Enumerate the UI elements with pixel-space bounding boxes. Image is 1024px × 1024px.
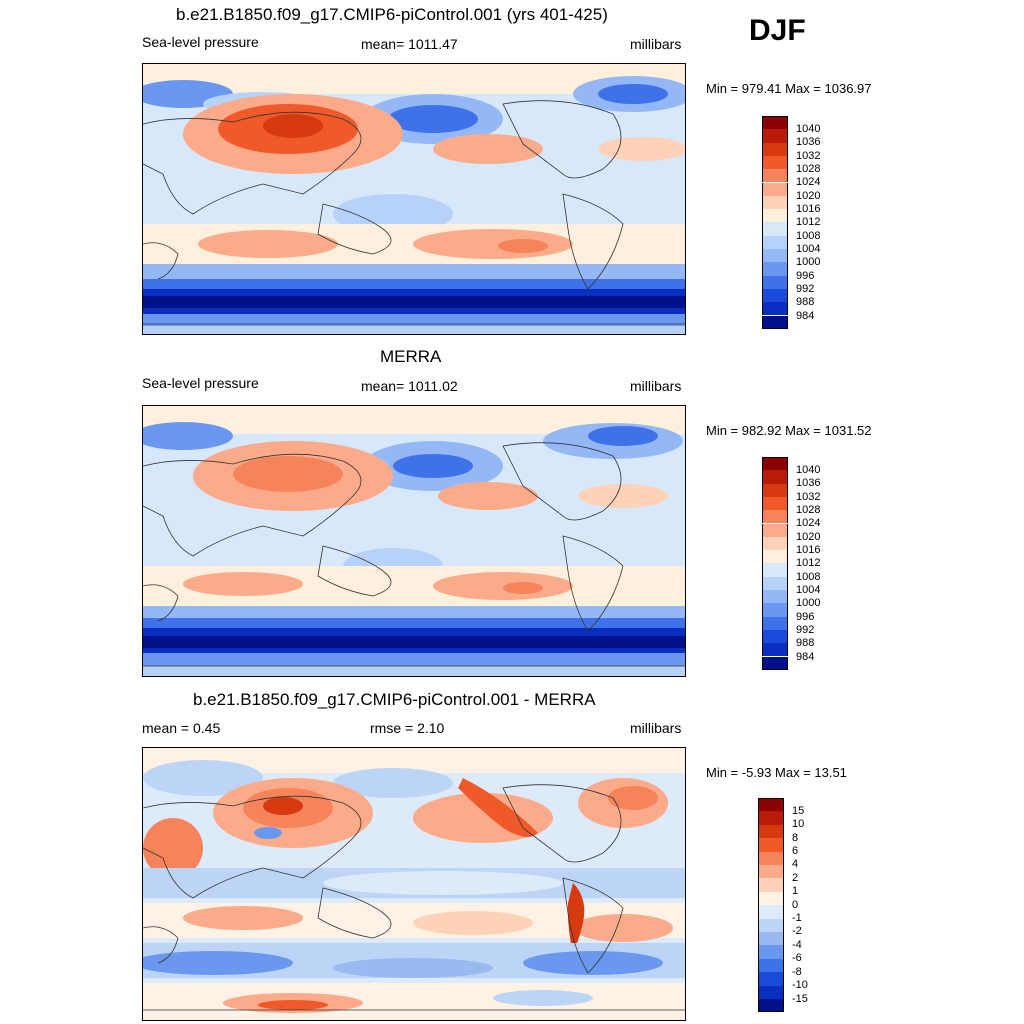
panel3-colorbar-label: 8 (792, 832, 799, 844)
panel2-colorbar-label: 988 (796, 637, 815, 649)
panel1-colorbar-label: 992 (796, 283, 815, 295)
panel3-colorbar-label: 10 (792, 818, 805, 830)
panel3-title: b.e21.B1850.f09_g17.CMIP6-piControl.001 … (193, 690, 596, 709)
panel1-colorbar-label: 1036 (796, 136, 821, 148)
panel1-map-svg (143, 64, 685, 334)
panel2-colorbar-label: 1028 (796, 504, 821, 516)
panel1-map (142, 63, 686, 335)
panel2-colorbar-label: 1016 (796, 544, 821, 556)
panel1-minmax: Min = 979.41 Max = 1036.97 (706, 81, 872, 96)
panel3-colorbar-label: 0 (792, 899, 799, 911)
panel1-colorbar-label: 1012 (796, 216, 821, 228)
panel3-minmax: Min = -5.93 Max = 13.51 (706, 765, 847, 780)
panel1-colorbar-label: 1024 (796, 176, 821, 188)
panel2-variable-label: Sea-level pressure (142, 375, 259, 391)
panel3-map (142, 747, 686, 1021)
panel2-colorbar-label: 996 (796, 611, 815, 623)
panel2-colorbar-label: 984 (796, 651, 815, 663)
season-label: DJF (749, 14, 806, 47)
panel2-colorbar-label: 1008 (796, 571, 821, 583)
panel1-colorbar: 1040 1036 1032 1028 1024 1020 1016 1012 … (762, 116, 822, 329)
panel3-units-label: millibars (630, 720, 682, 736)
panel2-map (142, 405, 686, 677)
panel1-colorbar-label: 988 (796, 296, 815, 308)
panel1-units-label: millibars (630, 36, 682, 52)
panel2-colorbar-label: 1032 (796, 491, 821, 503)
panel2-colorbar-label: 1040 (796, 464, 821, 476)
panel2-title: MERRA (380, 347, 442, 366)
panel1-variable-label: Sea-level pressure (142, 34, 259, 50)
panel1-colorbar-label: 1020 (796, 190, 821, 202)
panel1-colorbar-label: 1040 (796, 123, 821, 135)
panel2-mean-label: mean= 1011.02 (361, 378, 458, 394)
panel3-colorbar-label: -15 (792, 993, 808, 1005)
panel1-colorbar-label: 1004 (796, 243, 821, 255)
panel3-colorbar-label: -8 (792, 966, 802, 978)
panel3-rmse-label: rmse = 2.10 (370, 720, 445, 736)
panel3-colorbar-label: 1 (792, 885, 799, 897)
panel2-map-svg (143, 406, 685, 676)
panel3-colorbar-label: -10 (792, 979, 808, 991)
panel2-colorbar-label: 1020 (796, 531, 821, 543)
panel3-mean-label: mean = 0.45 (142, 720, 221, 736)
panel2-colorbar-label: 1000 (796, 597, 821, 609)
panel3-map-svg (143, 748, 685, 1020)
panel2-colorbar-label: 1004 (796, 584, 821, 596)
panel2-minmax: Min = 982.92 Max = 1031.52 (706, 423, 872, 438)
panel1-colorbar-label: 1016 (796, 203, 821, 215)
panel1-title: b.e21.B1850.f09_g17.CMIP6-piControl.001 … (176, 5, 608, 24)
panel1-colorbar-label: 1032 (796, 150, 821, 162)
panel3-colorbar-label: 15 (792, 805, 805, 817)
panel3-colorbar-label: 6 (792, 845, 799, 857)
panel3-colorbar-label: -6 (792, 952, 802, 964)
panel1-colorbar-label: 996 (796, 270, 815, 282)
panel2-colorbar-label: 1012 (796, 557, 821, 569)
panel3-colorbar-label: 2 (792, 872, 799, 884)
panel3-colorbar-label: 4 (792, 858, 799, 870)
panel1-colorbar-label: 1000 (796, 256, 821, 268)
panel3-colorbar-label: -2 (792, 925, 802, 937)
panel3-colorbar: 15 10 8 6 4 2 1 0 -1 -2 -4 -6 -8 -10 -15 (758, 798, 818, 1012)
panel2-units-label: millibars (630, 378, 682, 394)
panel3-colorbar-label: -4 (792, 939, 802, 951)
panel1-colorbar-label: 1028 (796, 163, 821, 175)
panel1-colorbar-label: 984 (796, 310, 815, 322)
panel2-colorbar-label: 1024 (796, 517, 821, 529)
panel1-colorbar-label: 1008 (796, 230, 821, 242)
panel2-colorbar-label: 992 (796, 624, 815, 636)
panel2-colorbar-label: 1036 (796, 477, 821, 489)
panel3-colorbar-label: -1 (792, 912, 802, 924)
panel2-colorbar: 1040 1036 1032 1028 1024 1020 1016 1012 … (762, 457, 822, 670)
panel1-mean-label: mean= 1011.47 (361, 36, 458, 52)
